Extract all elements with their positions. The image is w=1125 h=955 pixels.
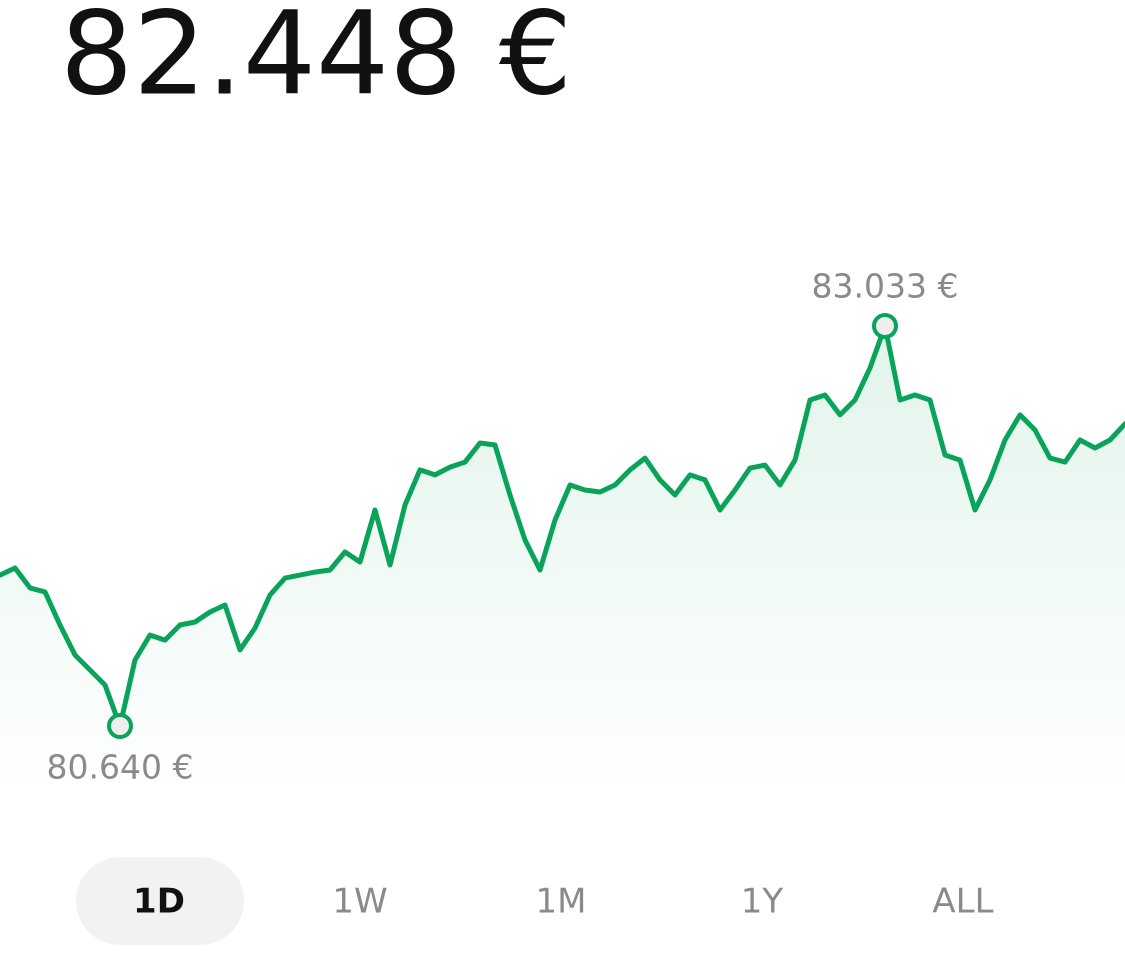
area [0,326,1125,800]
range-selected-bg [76,857,244,945]
extreme-label: 83.033 € [812,267,959,306]
chart: 83.033 € 80.640 € [0,267,1125,800]
range-button[interactable]: 1D [133,882,185,922]
range-button[interactable]: ALL [932,882,993,922]
range-button[interactable]: 1W [332,882,387,922]
range-button[interactable]: 1Y [741,882,784,922]
extreme-marker [107,713,133,739]
price-line [0,323,1125,729]
range-button[interactable]: 1M [536,882,587,922]
extreme-label: 80.640 € [47,748,194,787]
extreme-marker [872,313,898,339]
price: 82.448 € [60,0,572,122]
range-selector: 1D 1W 1M 1Y ALL [76,857,994,945]
